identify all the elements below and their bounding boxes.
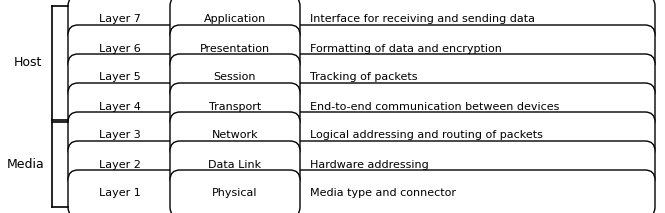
Text: Data Link: Data Link [208,160,261,170]
FancyBboxPatch shape [68,83,655,130]
Text: Physical: Physical [212,189,258,199]
Text: Layer 5: Layer 5 [99,72,141,82]
Text: Media type and connector: Media type and connector [310,189,456,199]
Text: Formatting of data and encryption: Formatting of data and encryption [310,43,502,53]
Text: Layer 4: Layer 4 [99,102,141,111]
Text: Layer 7: Layer 7 [99,14,141,24]
FancyBboxPatch shape [68,25,655,72]
Text: Transport: Transport [209,102,261,111]
Text: Interface for receiving and sending data: Interface for receiving and sending data [310,14,535,24]
Text: Layer 1: Layer 1 [99,189,141,199]
FancyBboxPatch shape [170,170,300,213]
Text: Network: Network [211,131,258,141]
FancyBboxPatch shape [68,0,655,43]
Text: Application: Application [204,14,266,24]
FancyBboxPatch shape [170,141,300,188]
Text: Layer 2: Layer 2 [99,160,141,170]
Text: Host: Host [14,56,42,69]
FancyBboxPatch shape [68,54,655,101]
Text: Layer 6: Layer 6 [99,43,141,53]
FancyBboxPatch shape [170,54,300,101]
Text: Hardware addressing: Hardware addressing [310,160,429,170]
FancyBboxPatch shape [170,83,300,130]
FancyBboxPatch shape [68,112,655,159]
Text: Logical addressing and routing of packets: Logical addressing and routing of packet… [310,131,543,141]
Text: End-to-end communication between devices: End-to-end communication between devices [310,102,559,111]
Text: Layer 3: Layer 3 [99,131,141,141]
Text: Session: Session [213,72,256,82]
FancyBboxPatch shape [68,141,655,188]
Text: Media: Media [7,158,45,171]
FancyBboxPatch shape [170,0,300,43]
Text: Presentation: Presentation [200,43,270,53]
Text: Tracking of packets: Tracking of packets [310,72,418,82]
FancyBboxPatch shape [68,170,655,213]
FancyBboxPatch shape [170,25,300,72]
FancyBboxPatch shape [170,112,300,159]
